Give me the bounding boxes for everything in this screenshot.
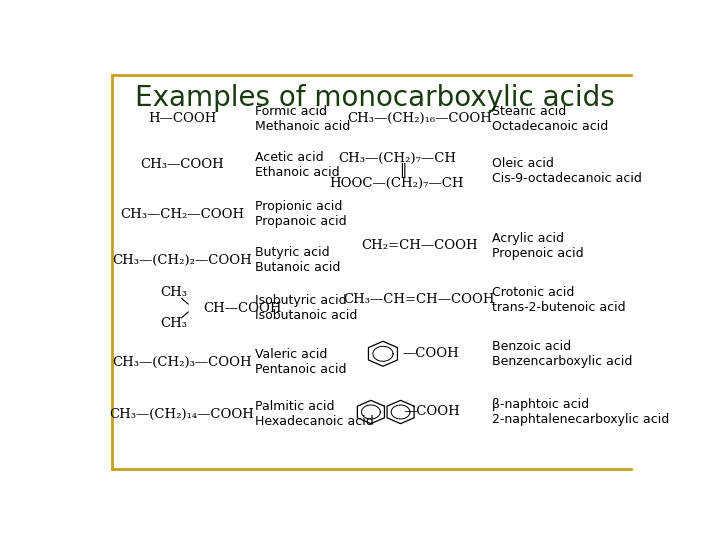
- Text: Acetic acid
Ethanoic acid: Acetic acid Ethanoic acid: [255, 151, 339, 179]
- Text: —COOH: —COOH: [404, 406, 460, 419]
- Text: Benzoic acid
Benzencarboxylic acid: Benzoic acid Benzencarboxylic acid: [492, 340, 632, 368]
- Text: CH₃—(CH₂)₇—CH: CH₃—(CH₂)₇—CH: [338, 152, 456, 165]
- Text: CH₃—COOH: CH₃—COOH: [140, 158, 224, 171]
- Text: CH₃—(CH₂)₂—COOH: CH₃—(CH₂)₂—COOH: [112, 254, 252, 267]
- Text: Propionic acid
Propanoic acid: Propionic acid Propanoic acid: [255, 200, 346, 228]
- Text: CH₂=CH—COOH: CH₂=CH—COOH: [361, 239, 477, 252]
- Text: β-naphtoic acid
2-naphtalenecarboxylic acid: β-naphtoic acid 2-naphtalenecarboxylic a…: [492, 398, 669, 426]
- Text: Oleic acid
Cis-9-octadecanoic acid: Oleic acid Cis-9-octadecanoic acid: [492, 157, 642, 185]
- Text: Isobutyric acid
Isobutanoic acid: Isobutyric acid Isobutanoic acid: [255, 294, 357, 322]
- Text: Valeric acid
Pentanoic acid: Valeric acid Pentanoic acid: [255, 348, 346, 376]
- Text: Acrylic acid
Propenoic acid: Acrylic acid Propenoic acid: [492, 232, 583, 260]
- Text: H—COOH: H—COOH: [148, 112, 216, 125]
- Text: CH₃: CH₃: [160, 318, 187, 330]
- Text: CH₃: CH₃: [160, 286, 187, 299]
- Text: Stearic acid
Octadecanoic acid: Stearic acid Octadecanoic acid: [492, 105, 608, 133]
- Text: Butyric acid
Butanoic acid: Butyric acid Butanoic acid: [255, 246, 340, 274]
- Text: CH₃—(CH₂)₃—COOH: CH₃—(CH₂)₃—COOH: [112, 356, 252, 369]
- Text: Crotonic acid
trans-2-butenoic acid: Crotonic acid trans-2-butenoic acid: [492, 286, 626, 314]
- Text: CH₃—(CH₂)₁₆—COOH: CH₃—(CH₂)₁₆—COOH: [347, 112, 492, 125]
- Text: CH₃—(CH₂)₁₄—COOH: CH₃—(CH₂)₁₄—COOH: [109, 408, 254, 421]
- Text: Palmitic acid
Hexadecanoic acid: Palmitic acid Hexadecanoic acid: [255, 400, 374, 428]
- Text: —COOH: —COOH: [402, 347, 459, 360]
- Text: Formic acid
Methanoic acid: Formic acid Methanoic acid: [255, 105, 350, 133]
- Text: ‖: ‖: [399, 163, 406, 178]
- Text: Examples of monocarboxylic acids: Examples of monocarboxylic acids: [135, 84, 614, 112]
- Text: CH₃—CH₂—COOH: CH₃—CH₂—COOH: [120, 208, 244, 221]
- Text: HOOC—(CH₂)₇—CH: HOOC—(CH₂)₇—CH: [330, 177, 464, 190]
- Text: CH—COOH: CH—COOH: [203, 301, 282, 314]
- Text: CH₃—CH=CH—COOH: CH₃—CH=CH—COOH: [343, 293, 495, 306]
